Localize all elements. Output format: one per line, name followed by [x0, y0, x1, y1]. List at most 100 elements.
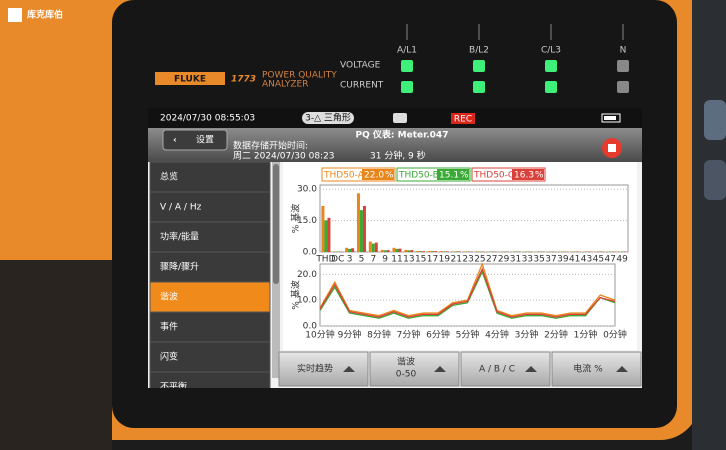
led: [401, 81, 413, 93]
scroll-thumb[interactable]: [273, 164, 279, 284]
menu-label[interactable]: 闪变: [160, 351, 178, 363]
x-tick-label: 0分钟: [603, 329, 627, 341]
x-tick-label: 8分钟: [367, 329, 391, 341]
x-tick-label: 41: [569, 255, 580, 265]
menu-item[interactable]: [149, 251, 271, 283]
button-label[interactable]: 电流 %: [573, 363, 603, 375]
bar: [386, 250, 390, 252]
x-tick-label: 2分钟: [544, 329, 568, 341]
button-sublabel[interactable]: 0-50: [396, 370, 417, 380]
bar: [451, 251, 455, 252]
bar: [419, 251, 423, 252]
button-label[interactable]: 实时趋势: [297, 363, 333, 375]
x-tick-label: 1分钟: [574, 329, 598, 341]
button-label[interactable]: 谐波: [397, 356, 415, 368]
bottom-buttons: 实时趋势 谐波 0-50 A / B / C 电流 %: [278, 351, 642, 387]
back-button[interactable]: [162, 129, 228, 151]
x-tick-label: 5: [359, 255, 365, 265]
y-tick-label: 20.0: [297, 270, 317, 280]
menu-item[interactable]: [149, 161, 271, 193]
menu-item[interactable]: [149, 311, 271, 343]
led: [617, 81, 629, 93]
side-panel: [692, 0, 726, 450]
x-tick-label: 49: [616, 255, 628, 265]
legend-name: THD50-B: [398, 171, 439, 181]
rec-badge: [451, 113, 475, 124]
legend-unit: %: [385, 171, 394, 181]
x-tick-label: 29: [498, 255, 510, 265]
bar: [428, 250, 432, 252]
x-tick-label: 7分钟: [397, 329, 421, 341]
x-tick-label: 37: [545, 255, 556, 265]
bar: [324, 220, 328, 252]
x-tick-label: 27: [486, 255, 497, 265]
menu-label[interactable]: 总览: [160, 171, 178, 183]
x-tick-label: 11: [391, 255, 402, 265]
back-label[interactable]: 设置: [196, 135, 214, 146]
menu-item[interactable]: [149, 341, 271, 373]
menu-item[interactable]: [149, 221, 271, 253]
rec: REC: [454, 115, 472, 125]
y-tick-label: 0.0: [303, 322, 318, 332]
bar: [371, 243, 375, 252]
subtitle: ANALYZER: [262, 80, 308, 90]
x-tick-label: 23: [462, 255, 473, 265]
bar: [368, 241, 372, 252]
bar: [404, 249, 408, 252]
bar: [345, 247, 349, 252]
led: [473, 81, 485, 93]
menu-label[interactable]: 谐波: [160, 291, 178, 303]
series-line: [319, 267, 616, 318]
menu-label[interactable]: 功率/能量: [160, 231, 199, 243]
bar: [398, 248, 402, 252]
led: [473, 60, 485, 72]
menu-label[interactable]: 事件: [160, 321, 178, 333]
title-bar: [148, 128, 642, 162]
menu-label[interactable]: V / A / Hz: [160, 203, 202, 213]
legend-name: THD50-C: [473, 171, 514, 181]
bar: [475, 251, 479, 252]
bottom-button[interactable]: [278, 351, 369, 387]
x-tick-label: 7: [370, 255, 376, 265]
x-tick-label: 5分钟: [456, 329, 480, 341]
bar: [416, 250, 420, 252]
bar: [359, 210, 363, 252]
side-button[interactable]: [704, 160, 726, 200]
bar: [321, 205, 325, 252]
legend-value: 22.0: [364, 171, 384, 181]
phase-label: A/L1: [397, 46, 417, 56]
content: [283, 162, 637, 350]
shadow: [0, 260, 112, 450]
brand: FLUKE: [174, 75, 206, 85]
bottom-button[interactable]: [460, 351, 551, 387]
bar: [431, 251, 435, 252]
led: [401, 60, 413, 72]
led: [617, 60, 629, 72]
side-button[interactable]: [704, 100, 726, 140]
y-axis-label: % 基波: [290, 280, 302, 309]
x-tick-label: 19: [439, 255, 451, 265]
button-label[interactable]: A / B / C: [479, 365, 515, 375]
bar: [463, 251, 467, 252]
bar: [395, 248, 399, 252]
duration: 31 分钟, 9 秒: [370, 150, 426, 162]
phase-indicators: A/L1 B/L2 C/L3 N: [397, 24, 629, 93]
x-tick-label: 47: [605, 255, 616, 265]
x-tick-label: DC: [331, 255, 344, 265]
menu-label[interactable]: 骤降/骤升: [160, 261, 199, 273]
button-arrow: [434, 366, 446, 372]
brand-badge: [155, 72, 225, 85]
bar: [348, 248, 352, 252]
screen-title: PQ 仪表: Meter.047: [356, 129, 449, 141]
bar: [454, 251, 458, 252]
bottom-button[interactable]: [551, 351, 642, 387]
x-tick-label: 10分钟: [305, 329, 334, 341]
bottom-button[interactable]: [369, 351, 460, 387]
x-tick-label: 39: [557, 255, 569, 265]
menu-item[interactable]: [149, 191, 271, 223]
y-tick-label: 10.0: [297, 296, 317, 306]
menu-item[interactable]: [149, 281, 271, 313]
led: [545, 60, 557, 72]
